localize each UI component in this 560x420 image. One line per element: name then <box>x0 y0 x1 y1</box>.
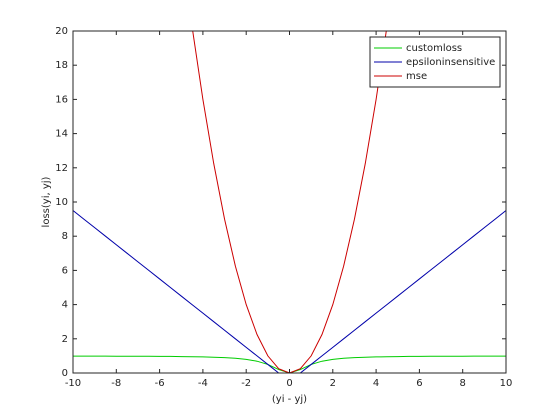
y-tick-label: 4 <box>62 300 68 311</box>
x-tick-label: 6 <box>416 378 422 389</box>
y-tick-label: 2 <box>62 334 68 345</box>
y-tick-label: 20 <box>55 26 68 37</box>
y-tick-label: 18 <box>55 60 68 71</box>
x-tick-label: -10 <box>65 378 81 389</box>
series-line <box>73 210 506 373</box>
x-tick-label: 8 <box>460 378 466 389</box>
y-tick-label: 6 <box>62 265 68 276</box>
y-tick-label: 0 <box>62 368 68 379</box>
y-tick-label: 16 <box>55 94 68 105</box>
y-tick-label: 8 <box>62 231 68 242</box>
x-tick-label: 0 <box>286 378 292 389</box>
plot-area <box>73 31 506 373</box>
legend-label: mse <box>406 71 427 82</box>
legend-label: customloss <box>406 43 462 54</box>
x-tick-label: 4 <box>373 378 379 389</box>
x-tick-label: -4 <box>198 378 208 389</box>
x-axis-label: (yi - yj) <box>272 394 307 405</box>
series-line <box>73 355 506 373</box>
y-tick-label: 12 <box>55 163 68 174</box>
x-tick-label: -2 <box>241 378 251 389</box>
x-tick-label: 10 <box>500 378 513 389</box>
lines <box>73 31 506 373</box>
y-tick-label: 14 <box>55 129 68 140</box>
x-tick-label: 2 <box>330 378 336 389</box>
x-tick-label: -6 <box>155 378 165 389</box>
y-axis-label: loss(yi, yj) <box>41 176 52 227</box>
x-tick-label: -8 <box>111 378 121 389</box>
y-tick-label: 10 <box>55 197 68 208</box>
legend-label: epsiloninsensitive <box>406 57 495 68</box>
